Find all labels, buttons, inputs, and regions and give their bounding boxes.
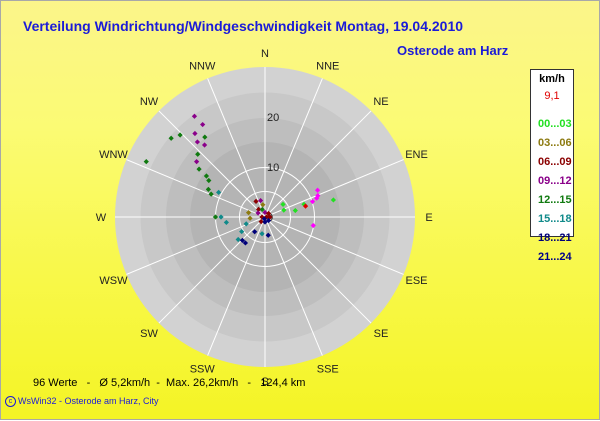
wind-data-point <box>201 142 208 148</box>
wind-data-point <box>168 135 174 141</box>
wind-data-point <box>202 134 208 140</box>
direction-label: SSW <box>190 364 216 376</box>
wind-data-point <box>245 210 252 216</box>
summary-stats: 96 Werte - Ø 5,2km/h - Max. 26,2km/h - 1… <box>33 377 306 389</box>
rose-spoke <box>207 78 266 218</box>
rose-spoke <box>264 110 372 218</box>
wind-data-point <box>194 139 201 145</box>
wind-data-point <box>200 121 206 128</box>
legend-range-item: 06...09 <box>538 156 572 168</box>
legend-max-value: 9,1 <box>544 90 560 102</box>
wind-data-point <box>203 173 210 179</box>
wind-data-point <box>301 201 307 207</box>
rose-spoke <box>158 110 266 218</box>
direction-label: W <box>96 212 107 224</box>
wind-data-point <box>281 207 287 213</box>
wind-data-point <box>258 197 264 204</box>
wind-data-point <box>194 159 200 165</box>
wind-data-point <box>302 203 309 209</box>
wind-data-point <box>253 198 259 205</box>
rose-spoke <box>264 216 372 324</box>
wind-data-point <box>261 216 267 222</box>
wind-data-point <box>177 132 183 138</box>
wind-data-point <box>260 202 266 208</box>
wind-data-point <box>330 197 337 203</box>
wind-data-point <box>255 206 262 212</box>
radial-tick-label: 20 <box>267 112 279 124</box>
chart-title: Verteilung Windrichtung/Windgeschwindigk… <box>23 18 464 34</box>
wind-data-point <box>310 222 316 229</box>
wind-data-point <box>243 221 249 227</box>
wind-data-point <box>206 177 212 184</box>
wind-data-point <box>208 191 214 197</box>
direction-label: N <box>261 48 269 60</box>
direction-label: NE <box>373 96 388 108</box>
direction-label: E <box>425 212 432 224</box>
direction-label: WSW <box>99 275 128 287</box>
wind-data-point <box>239 228 245 235</box>
copyright-icon: c <box>5 396 16 408</box>
wind-data-point <box>143 159 149 165</box>
wind-data-point <box>280 201 286 207</box>
wind-data-point <box>265 210 272 217</box>
wind-data-point <box>292 207 298 214</box>
legend-unit: km/h <box>539 73 565 85</box>
rose-spoke <box>207 216 266 356</box>
location-label: Osterode am Harz <box>397 43 509 58</box>
rose-spoke <box>264 216 323 356</box>
direction-label: NNW <box>189 60 216 72</box>
wind-data-point <box>196 166 202 172</box>
wind-data-point <box>195 151 201 157</box>
rose-spoke <box>126 159 266 218</box>
direction-label: SSE <box>317 364 339 376</box>
wind-data-point <box>258 218 264 225</box>
rose-spoke <box>158 216 266 324</box>
rose-spoke <box>264 216 404 275</box>
wind-data-point <box>242 240 249 246</box>
direction-label: NNE <box>316 60 339 72</box>
direction-label: ESE <box>406 275 428 287</box>
rose-spoke <box>264 159 404 218</box>
wind-data-point <box>235 236 241 243</box>
wind-data-point <box>191 113 198 119</box>
wind-data-point <box>218 214 224 220</box>
direction-label: WNW <box>99 149 128 161</box>
wind-data-point <box>252 229 258 235</box>
direction-label: S <box>261 376 268 388</box>
wind-data-point <box>255 210 261 216</box>
wind-data-point <box>259 206 265 213</box>
footer-text: WsWin32 - Osterode am Harz, City <box>18 396 159 406</box>
direction-label: ENE <box>405 149 428 161</box>
radial-tick-label: 10 <box>267 162 279 174</box>
wind-data-point <box>223 219 229 226</box>
rose-spoke <box>126 216 266 275</box>
wind-data-point <box>216 189 222 195</box>
direction-label: SW <box>140 328 158 340</box>
wind-data-point <box>239 237 246 243</box>
legend-range-item: 00...03 <box>538 118 572 130</box>
rose-spoke <box>264 78 323 218</box>
direction-label: NW <box>140 96 159 108</box>
legend-range-item: 18...21 <box>538 232 572 244</box>
wind-data-point <box>247 215 253 221</box>
legend-range-item: 12...15 <box>538 194 572 206</box>
legend-range-item: 15...18 <box>538 213 572 225</box>
wind-data-point <box>205 186 211 192</box>
wind-data-point <box>259 231 265 237</box>
wind-data-point <box>212 214 219 220</box>
wind-data-point <box>309 198 316 205</box>
legend-range-item: 21...24 <box>538 251 572 263</box>
wind-data-point <box>314 195 320 201</box>
direction-label: SE <box>374 328 389 340</box>
speed-legend: km/h 9,1 00...03 03...06 06...09 09...12 12.… <box>530 69 574 263</box>
legend-range-item: 09...12 <box>538 175 572 187</box>
legend-range-item: 03...06 <box>538 137 572 149</box>
wind-data-point <box>192 130 198 137</box>
wind-data-point <box>265 232 271 238</box>
footer-credit: c WsWin32 - Osterode am Harz, City <box>5 396 159 408</box>
wind-data-point <box>314 187 321 193</box>
